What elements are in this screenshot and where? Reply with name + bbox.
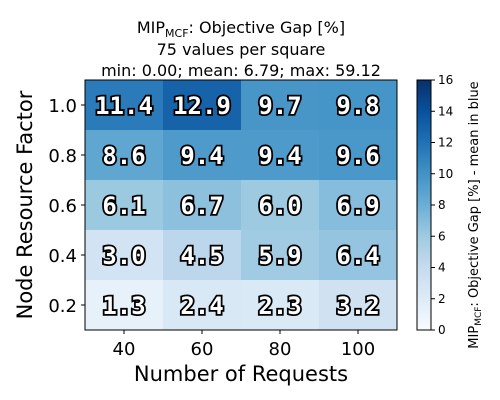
heatmap-cell xyxy=(85,230,163,280)
colorbar-ticks: 0 2 4 6 8 10 12 14 16 xyxy=(431,73,453,337)
heatmap-cell xyxy=(163,180,241,230)
heatmap-cell xyxy=(241,180,319,230)
x-tick-label: 100 xyxy=(341,339,375,360)
y-tick-label: 0.6 xyxy=(48,196,77,217)
heatmap-cell xyxy=(241,280,319,330)
heatmap-cell xyxy=(319,130,397,180)
y-tick-label: 0.4 xyxy=(48,246,77,267)
cell-value-label: 4.5 xyxy=(180,242,223,270)
heatmap-cell xyxy=(319,80,397,130)
cell-value-label: 6.7 xyxy=(180,192,223,220)
cell-value-label: 8.6 xyxy=(102,142,145,170)
colorbar-tick-label: 16 xyxy=(438,73,453,87)
cell-value-label: 9.7 xyxy=(258,92,301,120)
heatmap-cell xyxy=(241,130,319,180)
cell-value-label: 2.4 xyxy=(180,292,223,320)
colorbar-label: MIPMCF: Objective Gap [%] - mean in blue xyxy=(467,81,484,348)
cell-value-label: 9.8 xyxy=(336,92,379,120)
y-axis-label: Node Resource Factor xyxy=(13,90,37,319)
cell-value-label: 9.6 xyxy=(336,142,379,170)
heatmap-cell xyxy=(241,230,319,280)
cell-value-label: 2.3 xyxy=(258,292,301,320)
heatmap-cell xyxy=(319,280,397,330)
heatmap-cell xyxy=(163,80,241,130)
heatmap-cell xyxy=(163,280,241,330)
cell-value-label: 6.9 xyxy=(336,192,379,220)
cell-value-label: 5.9 xyxy=(258,242,301,270)
colorbar-tick-label: 0 xyxy=(438,323,446,337)
colorbar-tick-label: 8 xyxy=(438,198,446,212)
chart-title-line2: 75 values per square xyxy=(157,40,326,59)
heatmap-cell xyxy=(241,80,319,130)
cell-value-label: 3.0 xyxy=(102,242,145,270)
cell-value-label: 3.2 xyxy=(336,292,379,320)
heatmap-cell xyxy=(85,80,163,130)
heatmap-cell xyxy=(319,230,397,280)
heatmap-cell xyxy=(319,180,397,230)
cell-value-label: 9.4 xyxy=(258,142,301,170)
x-axis-label: Number of Requests xyxy=(134,362,348,386)
y-tick-label: 0.8 xyxy=(48,146,77,167)
y-tick-label: 0.2 xyxy=(48,296,77,317)
chart-title-line1: MIPMCF: Objective Gap [%] xyxy=(137,18,345,40)
cell-value-label: 1.3 xyxy=(102,292,145,320)
cell-value-label: 6.4 xyxy=(336,242,379,270)
cell-value-label: 12.9 xyxy=(173,92,231,120)
heatmap-cell xyxy=(85,180,163,230)
cell-value-label: 11.4 xyxy=(95,92,153,120)
heatmap-cell xyxy=(163,130,241,180)
x-axis: 40 60 80 100 xyxy=(113,330,375,360)
cell-value-label: 6.1 xyxy=(102,192,145,220)
colorbar-tick-label: 14 xyxy=(438,104,453,118)
colorbar xyxy=(416,79,432,331)
y-tick-label: 1.0 xyxy=(48,96,77,117)
colorbar-tick-label: 4 xyxy=(438,261,446,275)
chart-title-line3: min: 0.00; mean: 6.79; max: 59.12 xyxy=(101,61,381,80)
cell-value-label: 6.0 xyxy=(258,192,301,220)
colorbar-tick-label: 6 xyxy=(438,229,446,243)
heatmap-cells: 11.4 12.9 9.7 9.8 8.6 9.4 9.4 9.6 6.1 6.7 6.0 6.9 3.… xyxy=(85,80,397,330)
y-axis: 1.0 0.8 0.6 0.4 0.2 xyxy=(48,96,85,317)
colorbar-tick-label: 10 xyxy=(438,167,453,181)
x-tick-label: 40 xyxy=(113,339,136,360)
x-tick-label: 60 xyxy=(191,339,214,360)
heatmap-cell xyxy=(85,130,163,180)
heatmap-cell xyxy=(163,230,241,280)
x-tick-label: 80 xyxy=(269,339,292,360)
colorbar-tick-label: 2 xyxy=(438,292,446,306)
colorbar-tick-label: 12 xyxy=(438,136,453,150)
heatmap-cell xyxy=(85,280,163,330)
cell-value-label: 9.4 xyxy=(180,142,223,170)
